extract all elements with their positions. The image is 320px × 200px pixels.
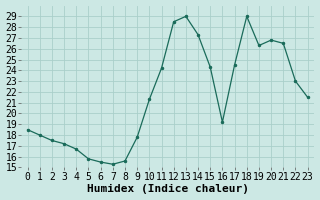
X-axis label: Humidex (Indice chaleur): Humidex (Indice chaleur) <box>87 184 249 194</box>
